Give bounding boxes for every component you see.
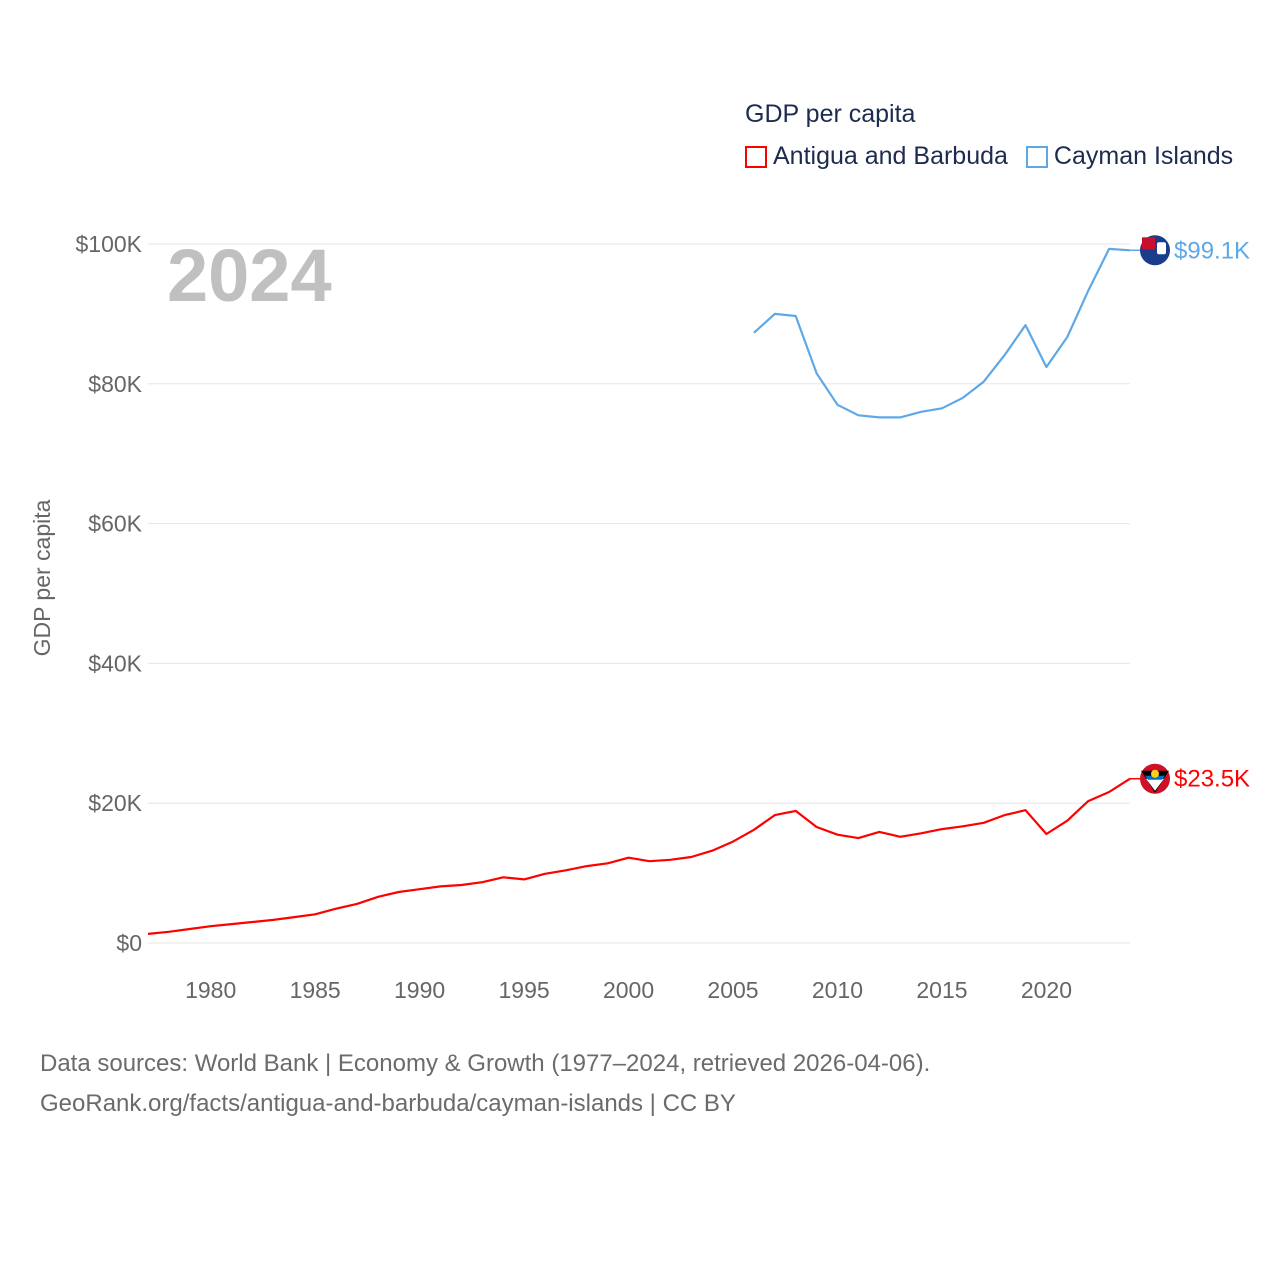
y-tick-label: $100K bbox=[75, 231, 142, 257]
antigua-flag-icon-part bbox=[1146, 778, 1164, 791]
y-tick-label: $40K bbox=[88, 650, 142, 676]
x-tick-label: 1985 bbox=[290, 977, 341, 1003]
x-tick-label: 2000 bbox=[603, 977, 654, 1003]
x-tick-label: 2010 bbox=[812, 977, 863, 1003]
footer-link[interactable]: GeoRank.org/facts/antigua-and-barbuda/ca… bbox=[40, 1090, 736, 1117]
legend-swatch bbox=[1025, 145, 1048, 168]
footer-sources: Data sources: World Bank | Economy & Gro… bbox=[40, 1050, 931, 1077]
x-tick-label: 1995 bbox=[498, 977, 549, 1003]
legend-label: Antigua and Barbuda bbox=[773, 142, 1008, 170]
legend: Antigua and Barbuda Cayman Islands bbox=[745, 142, 1233, 171]
y-tick-label: $80K bbox=[88, 371, 142, 397]
x-tick-label: 1980 bbox=[185, 977, 236, 1003]
year-label: 2024 bbox=[167, 234, 332, 317]
y-axis-label: GDP per capita bbox=[29, 499, 55, 656]
end-value-label: $23.5K bbox=[1174, 766, 1250, 793]
cayman-flag-icon-part bbox=[1157, 242, 1166, 255]
x-tick-label: 2015 bbox=[916, 977, 967, 1003]
cayman-flag-icon-part bbox=[1142, 237, 1155, 250]
series-line-1 bbox=[753, 247, 1131, 419]
footer: Data sources: World Bank | Economy & Gro… bbox=[40, 1044, 930, 1124]
antigua-flag-icon-part bbox=[1151, 769, 1159, 778]
y-tick-label: $60K bbox=[88, 511, 142, 537]
legend-label: Cayman Islands bbox=[1053, 142, 1234, 170]
series-line-0 bbox=[147, 777, 1131, 935]
y-tick-label: $0 bbox=[116, 930, 142, 956]
x-tick-label: 1990 bbox=[394, 977, 445, 1003]
legend-item-antigua[interactable]: Antigua and Barbuda bbox=[745, 142, 1008, 171]
legend-item-cayman[interactable]: Cayman Islands bbox=[1025, 142, 1234, 171]
end-value-label: $99.1K bbox=[1174, 237, 1250, 264]
x-tick-label: 2020 bbox=[1021, 977, 1072, 1003]
legend-swatch bbox=[745, 145, 767, 168]
x-tick-label: 2005 bbox=[707, 977, 758, 1003]
y-tick-label: $20K bbox=[88, 790, 142, 816]
legend-title: GDP per capita bbox=[745, 100, 916, 128]
